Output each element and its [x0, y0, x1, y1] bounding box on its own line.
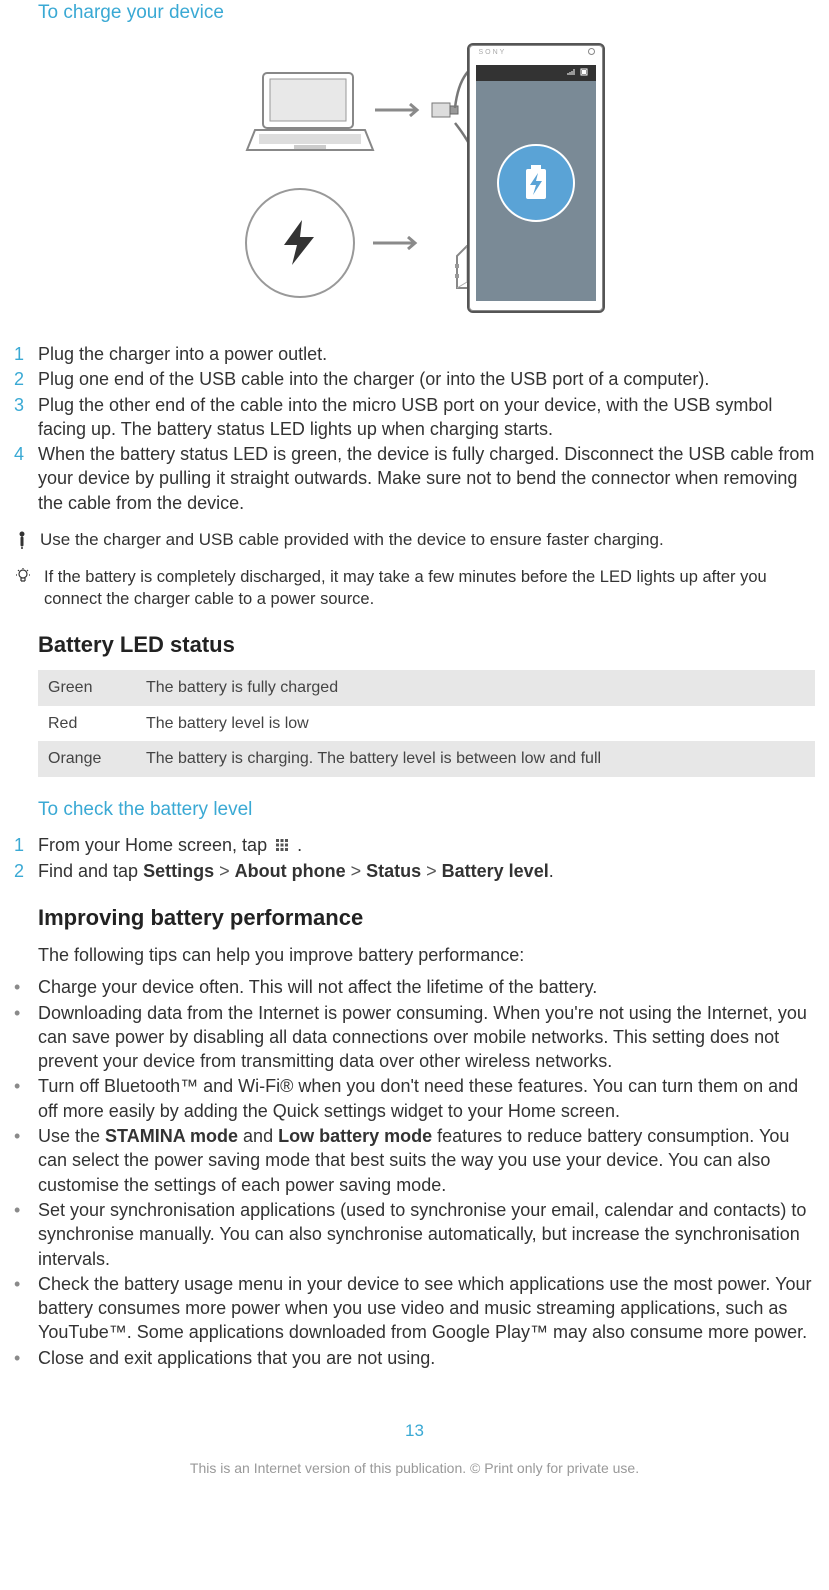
signal-icon: [567, 68, 577, 76]
list-item: 2Plug one end of the USB cable into the …: [14, 367, 815, 391]
bullet-icon: •: [14, 1124, 38, 1197]
improving-intro: The following tips can help you improve …: [38, 943, 815, 967]
section-title-charge: To charge your device: [38, 0, 815, 26]
list-item: 1Plug the charger into a power outlet.: [14, 342, 815, 366]
check-level-steps: 1 From your Home screen, tap . 2 Find an…: [14, 833, 815, 884]
bullet-icon: •: [14, 1346, 38, 1370]
arrow-icon: [375, 103, 430, 117]
bullet-icon: •: [14, 1198, 38, 1271]
bullet-icon: •: [14, 975, 38, 999]
important-note: Use the charger and USB cable provided w…: [14, 529, 815, 556]
step-number: 2: [14, 859, 38, 883]
improving-title: Improving battery performance: [38, 903, 815, 933]
tip-note: If the battery is completely discharged,…: [14, 566, 815, 611]
bullet-icon: •: [14, 1074, 38, 1123]
list-item: •Set your synchronisation applications (…: [14, 1198, 815, 1271]
lightbulb-icon: [14, 566, 40, 611]
list-item: 4When the battery status LED is green, t…: [14, 442, 815, 515]
page-footer: 13 This is an Internet version of this p…: [14, 1420, 815, 1478]
list-item: •Charge your device often. This will not…: [14, 975, 815, 999]
list-item: •Turn off Bluetooth™ and Wi-Fi® when you…: [14, 1074, 815, 1123]
footer-copyright: This is an Internet version of this publ…: [14, 1459, 815, 1478]
list-item: •Close and exit applications that you ar…: [14, 1346, 815, 1370]
page-number: 13: [14, 1420, 815, 1443]
list-item: •Downloading data from the Internet is p…: [14, 1001, 815, 1074]
list-item: 3Plug the other end of the cable into th…: [14, 393, 815, 442]
led-status-title: Battery LED status: [38, 630, 815, 660]
arrow-icon: [373, 236, 428, 250]
improving-tips-list: •Charge your device often. This will not…: [14, 975, 815, 1370]
power-outlet-illustration: [245, 188, 355, 298]
laptop-illustration: [245, 68, 375, 158]
bullet-icon: •: [14, 1272, 38, 1345]
battery-small-icon: [580, 68, 590, 76]
list-item: 1 From your Home screen, tap .: [14, 833, 815, 858]
section-title-check: To check the battery level: [38, 797, 815, 823]
phone-illustration: SONY: [467, 43, 605, 313]
list-item: •Use the STAMINA mode and Low battery mo…: [14, 1124, 815, 1197]
charge-diagram: SONY: [14, 38, 815, 324]
camera-icon: [588, 48, 595, 55]
list-item: •Check the battery usage menu in your de…: [14, 1272, 815, 1345]
important-icon: [14, 529, 40, 556]
step-number: 1: [14, 833, 38, 858]
step-number: 2: [14, 367, 38, 391]
bullet-icon: •: [14, 1001, 38, 1074]
led-status-table: GreenThe battery is fully charged RedThe…: [38, 670, 815, 777]
apps-grid-icon: [275, 834, 289, 858]
step-number: 4: [14, 442, 38, 515]
battery-charging-badge: [497, 144, 575, 222]
step-number: 3: [14, 393, 38, 442]
step-number: 1: [14, 342, 38, 366]
table-row: RedThe battery level is low: [38, 706, 815, 742]
list-item: 2 Find and tap Settings > About phone > …: [14, 859, 815, 883]
table-row: OrangeThe battery is charging. The batte…: [38, 741, 815, 777]
table-row: GreenThe battery is fully charged: [38, 670, 815, 706]
phone-status-bar: [476, 65, 596, 81]
charge-steps-list: 1Plug the charger into a power outlet. 2…: [14, 342, 815, 515]
